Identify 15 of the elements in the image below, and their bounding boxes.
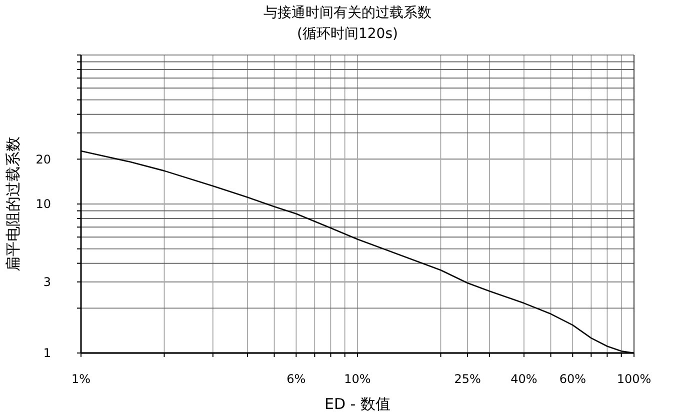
y-tick-label: 1 xyxy=(43,346,51,360)
x-tick-label: 100% xyxy=(616,372,652,386)
y-axis-title: 扁平电阻的过载系数 xyxy=(4,136,22,272)
chart-subtitle: (循环时间120s) xyxy=(297,26,398,42)
x-tick-label: 25% xyxy=(454,372,481,386)
x-tick-label: 6% xyxy=(286,372,306,386)
x-tick-label: 60% xyxy=(559,372,586,386)
y-tick-label: 20 xyxy=(36,152,51,166)
x-tick-label: 10% xyxy=(344,372,371,386)
x-tick-label: 40% xyxy=(510,372,538,386)
chart-title: 与接通时间有关的过载系数 xyxy=(264,5,432,21)
x-tick-label: 1% xyxy=(71,372,91,386)
y-tick-label: 3 xyxy=(43,275,51,290)
y-tick-label: 10 xyxy=(36,197,51,212)
x-axis-title: ED - 数值 xyxy=(324,395,390,413)
